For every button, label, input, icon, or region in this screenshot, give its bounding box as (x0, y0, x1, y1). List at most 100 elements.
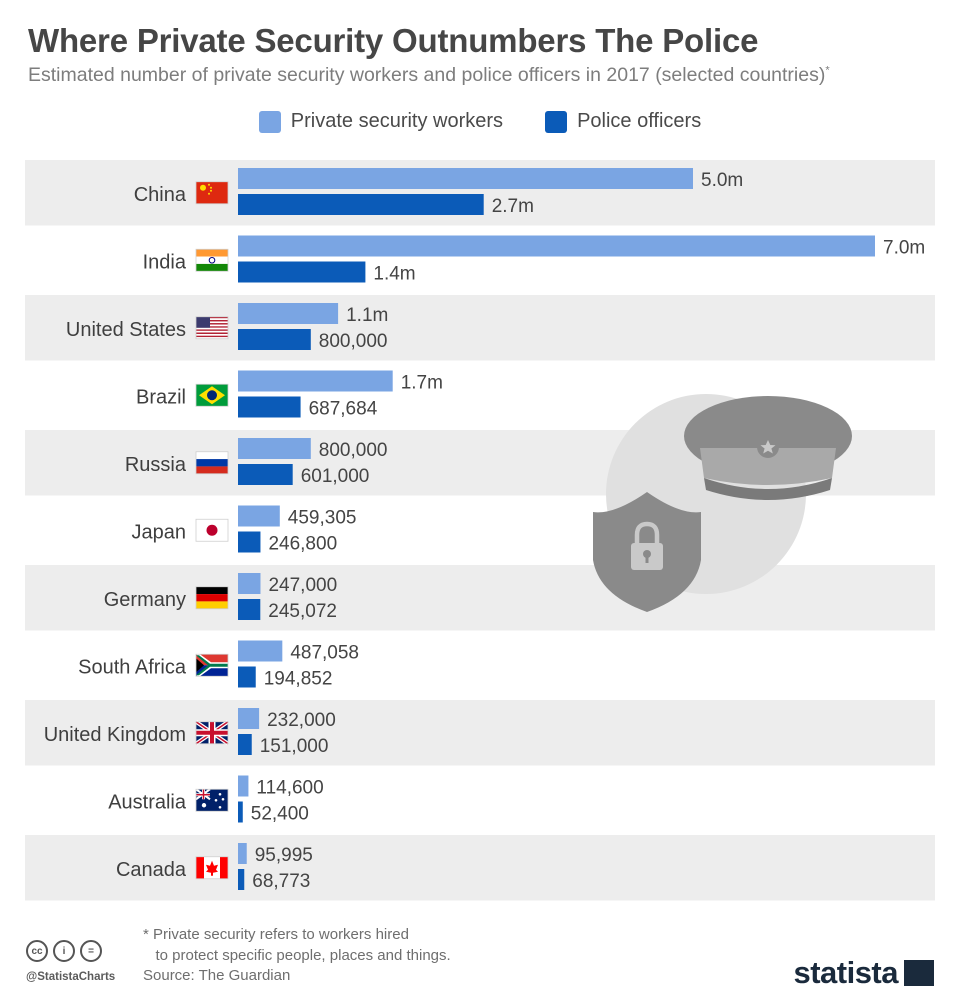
flag-icon-united-kingdom (194, 720, 230, 746)
legend-label-private: Private security workers (290, 110, 504, 132)
bar-private-russia (238, 438, 311, 459)
nd-icon: = (80, 940, 102, 962)
bar-private-south-africa (238, 640, 283, 662)
category-label-japan: Japan (132, 521, 187, 543)
value-label-private-south-africa: 487,058 (290, 643, 359, 664)
flag-icon-brazil (195, 383, 229, 407)
value-label-police-germany: 245,072 (268, 601, 337, 622)
category-label-china: China (134, 184, 187, 206)
category-label-australia: Australia (108, 791, 187, 813)
chart-row-russia: Russia 800,000 601,000 (125, 438, 388, 487)
social-handle: @StatistaCharts (26, 971, 116, 983)
value-label-police-united-kingdom: 151,000 (260, 736, 329, 757)
bar-private-japan (238, 505, 280, 527)
bar-police-united-states (238, 329, 311, 350)
flag-icon-united-states (195, 316, 229, 340)
value-label-police-canada: 68,773 (252, 871, 310, 892)
bar-private-united-kingdom (238, 708, 260, 729)
bar-police-australia (238, 801, 243, 823)
license-icons: cc i = (26, 940, 102, 962)
chart-row-germany: Germany 247,000 245,072 (104, 573, 337, 622)
bar-private-india (238, 235, 875, 257)
value-label-private-brazil: 1.7m (401, 373, 443, 394)
value-label-police-india: 1.4m (373, 264, 415, 285)
category-label-russia: Russia (125, 454, 187, 476)
value-label-private-china: 5.0m (701, 170, 743, 191)
value-label-police-brazil: 687,684 (309, 399, 378, 420)
statista-logo: statista (793, 955, 934, 991)
legend-swatch-private (258, 110, 281, 133)
bar-police-south-africa (238, 666, 256, 688)
value-label-police-australia: 52,400 (251, 804, 309, 825)
bar-police-china (238, 194, 484, 215)
bar-private-brazil (238, 370, 393, 392)
flag-icon-japan (195, 518, 229, 542)
chart-legend: Private security workers Police officers (0, 110, 960, 133)
bar-private-china (238, 168, 693, 189)
value-label-private-india: 7.0m (883, 238, 925, 259)
bar-police-russia (238, 464, 293, 485)
value-label-private-russia: 800,000 (319, 440, 388, 461)
chart-row-india: India 7.0m 1.4m (143, 235, 925, 285)
row-band-germany (25, 565, 935, 631)
statista-logo-icon (904, 960, 934, 986)
value-label-police-united-states: 800,000 (319, 331, 388, 352)
police-cap-icon (684, 396, 852, 500)
flag-icon-china (195, 181, 229, 205)
category-label-brazil: Brazil (136, 386, 186, 408)
brand-name: statista (793, 955, 898, 990)
bar-private-australia (238, 775, 249, 797)
category-label-canada: Canada (116, 859, 187, 881)
bar-police-japan (238, 531, 261, 553)
row-band-united-kingdom (25, 700, 935, 766)
row-band-united-states (25, 295, 935, 361)
flag-icon-germany (195, 586, 229, 610)
chart-row-brazil: Brazil 1.7m 687,684 (136, 370, 443, 420)
category-label-india: India (143, 251, 187, 273)
security-illustration (593, 394, 852, 612)
flag-icon-australia (195, 788, 229, 812)
chart-row-south-africa: South Africa 487,058 194,852 (78, 640, 359, 690)
chart-title: Where Private Security Outnumbers The Po… (28, 22, 759, 59)
flag-icon-canada (195, 856, 229, 880)
legend-swatch-police (545, 110, 568, 133)
footnote: * Private security refers to workers hir… (143, 926, 451, 964)
subtitle-footnote-mark: * (825, 64, 830, 77)
bar-police-canada (238, 869, 245, 890)
bar-private-canada (238, 843, 247, 864)
shield-lock-icon (593, 492, 701, 612)
flag-icon-india (195, 248, 229, 272)
category-label-germany: Germany (104, 589, 186, 611)
chart-row-united-kingdom: United Kingdom 232,000 151,000 (44, 708, 336, 757)
value-label-police-china: 2.7m (492, 196, 534, 217)
value-label-private-germany: 247,000 (268, 575, 337, 596)
chart-row-australia: Australia 114,600 52,400 (108, 775, 324, 825)
by-icon: i (53, 940, 75, 962)
chart-row-united-states: United States 1.1m 800,000 (66, 303, 388, 352)
chart-row-japan: Japan 459,305 246,800 (132, 505, 357, 555)
value-label-private-canada: 95,995 (255, 845, 313, 866)
value-label-private-united-states: 1.1m (346, 305, 388, 326)
category-label-united-kingdom: United Kingdom (44, 724, 186, 746)
flag-icon-russia (195, 451, 229, 475)
chart-subtitle: Estimated number of private security wor… (28, 64, 830, 87)
chart-row-china: China 5.0m 2.7m (134, 168, 743, 217)
chart-row-canada: Canada 95,995 68,773 (116, 843, 313, 892)
flag-icon-south-africa (195, 653, 229, 677)
category-label-united-states: United States (66, 319, 186, 341)
subtitle-text: Estimated number of private security wor… (28, 64, 826, 86)
row-band-canada (25, 835, 935, 901)
legend-label-police: Police officers (577, 110, 702, 132)
value-label-private-australia: 114,600 (256, 778, 323, 799)
value-label-private-japan: 459,305 (288, 508, 357, 529)
bar-private-united-states (238, 303, 339, 324)
bar-police-united-kingdom (238, 734, 252, 755)
bar-police-germany (238, 599, 261, 620)
bar-police-india (238, 261, 366, 283)
value-label-police-south-africa: 194,852 (264, 669, 333, 690)
value-label-police-japan: 246,800 (268, 534, 337, 555)
value-label-police-russia: 601,000 (301, 466, 370, 487)
source-text: Source: The Guardian (143, 967, 291, 984)
bar-police-brazil (238, 396, 301, 418)
